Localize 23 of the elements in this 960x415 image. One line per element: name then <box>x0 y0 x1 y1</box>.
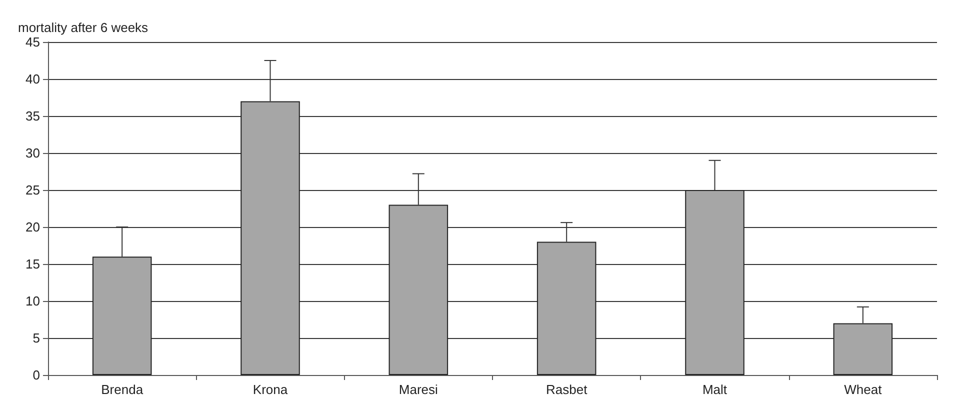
y-tick-label: 20 <box>26 220 40 234</box>
bar <box>536 242 596 375</box>
x-tick-label: Wheat <box>844 382 882 397</box>
y-tick-label: 10 <box>26 294 40 308</box>
y-tick-label: 30 <box>26 146 40 160</box>
y-tick-label: 0 <box>32 368 40 382</box>
bar <box>388 204 448 375</box>
bar <box>833 323 893 375</box>
x-tick-label: Brenda <box>101 382 144 397</box>
x-tick-label: Rasbet <box>546 382 588 397</box>
y-tick-label: 45 <box>26 34 40 50</box>
x-tick-label: Malt <box>702 382 728 397</box>
x-tick-label: Maresi <box>398 382 438 397</box>
bar <box>92 256 152 375</box>
x-tick-label: Krona <box>252 382 288 397</box>
bar <box>240 101 300 375</box>
y-tick-label: 35 <box>26 108 40 124</box>
y-tick-label: 25 <box>26 182 40 198</box>
y-axis-title: mortality after 6 weeks <box>18 20 149 35</box>
y-tick-label: 40 <box>26 72 40 86</box>
y-tick-label: 5 <box>32 330 40 346</box>
bar <box>685 190 744 375</box>
y-tick-label: 15 <box>26 256 40 272</box>
